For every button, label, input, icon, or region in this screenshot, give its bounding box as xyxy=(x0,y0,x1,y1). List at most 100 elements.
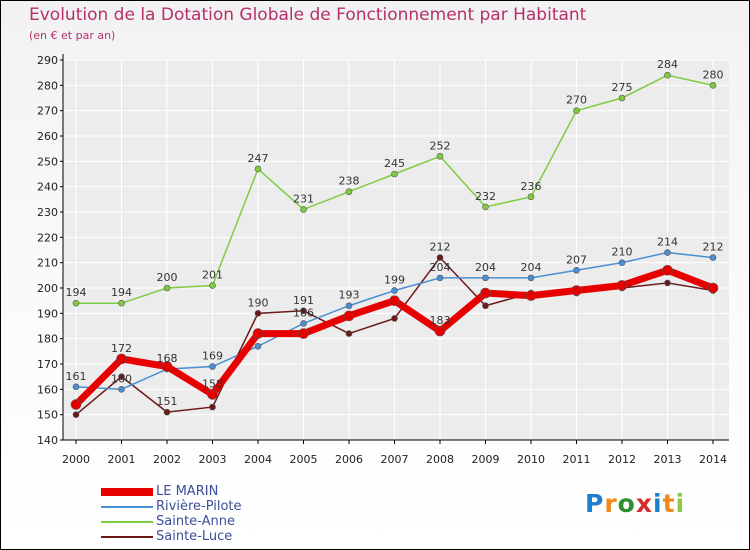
point-sainte-luce xyxy=(118,373,125,380)
point-sainte-anne xyxy=(664,71,671,79)
legend-label: Rivière-Pilote xyxy=(156,499,242,514)
legend-swatch xyxy=(101,488,153,496)
x-tick-label: 2001 xyxy=(108,453,136,466)
data-label-le-marin: 183 xyxy=(430,314,451,327)
y-tick-label: 240 xyxy=(37,181,58,194)
point-riviere-pilote xyxy=(527,274,535,282)
point-sainte-luce xyxy=(345,330,353,337)
x-tick-label: 2010 xyxy=(517,453,545,466)
legend-label: Sainte-Anne xyxy=(156,514,235,529)
point-le-marin xyxy=(434,325,446,337)
data-label-sainte-anne: 284 xyxy=(657,58,678,71)
data-label-sainte-luce: 151 xyxy=(157,395,178,408)
point-riviere-pilote xyxy=(300,320,307,327)
x-tick-label: 2000 xyxy=(62,453,90,466)
data-label-riviere-pilote: 204 xyxy=(475,261,496,274)
point-riviere-pilote xyxy=(709,254,717,261)
y-tick-label: 140 xyxy=(37,434,58,447)
logo-letter: i xyxy=(675,489,686,518)
logo-letter: P xyxy=(585,489,605,518)
y-tick-label: 150 xyxy=(37,409,58,422)
point-le-marin xyxy=(616,280,628,291)
point-sainte-anne xyxy=(391,170,398,178)
logo-letter: x xyxy=(635,489,653,518)
point-le-marin xyxy=(571,285,582,296)
x-tick-label: 2007 xyxy=(381,453,409,466)
point-sainte-luce xyxy=(163,408,171,416)
point-le-marin xyxy=(207,389,218,400)
point-sainte-anne xyxy=(482,203,489,211)
point-sainte-anne xyxy=(573,107,580,114)
y-tick-label: 290 xyxy=(37,54,58,67)
y-tick-label: 200 xyxy=(37,282,58,295)
point-sainte-luce xyxy=(300,307,307,315)
legend-swatch xyxy=(101,536,153,538)
plot-area xyxy=(63,60,729,440)
point-le-marin xyxy=(116,353,127,365)
data-label-riviere-pilote: 204 xyxy=(521,261,542,274)
data-label-sainte-luce: 212 xyxy=(430,241,451,254)
point-sainte-luce xyxy=(482,302,489,310)
point-le-marin xyxy=(161,361,173,372)
legend-label: Sainte-Luce xyxy=(156,529,233,544)
data-label-sainte-luce: 190 xyxy=(248,296,269,309)
point-riviere-pilote xyxy=(254,342,262,350)
data-label-sainte-anne: 245 xyxy=(384,157,405,170)
point-sainte-luce xyxy=(72,411,80,418)
x-tick-label: 2002 xyxy=(153,453,181,466)
data-label-riviere-pilote: 160 xyxy=(111,372,132,385)
chart-subtitle: (en € et par an) xyxy=(29,29,116,42)
axes: 140 150 160 170 180 190 200 210 220 230 240 250 260 2… xyxy=(37,54,729,466)
x-tick-label: 2014 xyxy=(699,453,727,466)
point-sainte-anne xyxy=(118,299,125,307)
logo-letter: r xyxy=(604,489,618,518)
data-label-sainte-anne: 194 xyxy=(66,286,87,299)
y-tick-label: 230 xyxy=(37,206,58,219)
x-tick-label: 2005 xyxy=(290,453,318,466)
point-sainte-anne xyxy=(709,82,717,89)
logo-letter: t xyxy=(662,489,676,518)
point-sainte-anne xyxy=(254,165,262,173)
point-riviere-pilote xyxy=(118,386,125,393)
x-tick-label: 2011 xyxy=(563,453,591,466)
y-tick-label: 180 xyxy=(37,333,58,346)
x-tick-label: 2003 xyxy=(199,453,227,466)
y-tick-label: 210 xyxy=(37,257,58,270)
data-label-sainte-anne: 201 xyxy=(202,268,223,281)
point-le-marin xyxy=(70,399,82,410)
point-riviere-pilote xyxy=(72,383,80,391)
data-label-sainte-anne: 194 xyxy=(111,286,132,299)
data-label-sainte-anne: 236 xyxy=(521,180,542,193)
point-le-marin xyxy=(343,310,355,322)
data-label-sainte-anne: 280 xyxy=(703,68,724,81)
point-sainte-anne xyxy=(209,282,216,289)
data-label-riviere-pilote: 212 xyxy=(703,241,724,254)
point-riviere-pilote xyxy=(482,274,489,282)
x-tick-label: 2008 xyxy=(426,453,454,466)
y-tick-label: 160 xyxy=(37,383,58,396)
point-le-marin xyxy=(480,287,491,299)
x-tick-label: 2012 xyxy=(608,453,636,466)
point-le-marin xyxy=(707,282,719,294)
data-labels: 172 158 183 161 160 168 169 186 193 199 204 204 204 2… xyxy=(66,58,724,408)
point-le-marin xyxy=(662,264,673,276)
point-sainte-luce xyxy=(436,254,444,261)
data-label-sainte-anne: 252 xyxy=(430,139,451,152)
y-tick-label: 270 xyxy=(37,105,58,118)
legend-swatch xyxy=(101,506,153,508)
chart-title: Evolution de la Dotation Globale de Fonc… xyxy=(29,5,587,25)
data-label-sainte-anne: 270 xyxy=(566,94,587,107)
y-tick-label: 280 xyxy=(37,79,58,92)
data-label-sainte-anne: 232 xyxy=(475,190,496,203)
data-label-riviere-pilote: 199 xyxy=(384,274,405,287)
point-sainte-anne xyxy=(436,152,444,160)
point-riviere-pilote xyxy=(345,302,353,310)
data-label-riviere-pilote: 214 xyxy=(657,236,678,249)
data-label-sainte-anne: 231 xyxy=(293,192,314,205)
proxiti-logo: Proxiti xyxy=(585,489,685,518)
y-tick-label: 250 xyxy=(37,155,58,168)
data-label-riviere-pilote: 210 xyxy=(612,246,633,259)
y-tick-label: 170 xyxy=(37,358,58,371)
point-le-marin xyxy=(298,328,309,339)
